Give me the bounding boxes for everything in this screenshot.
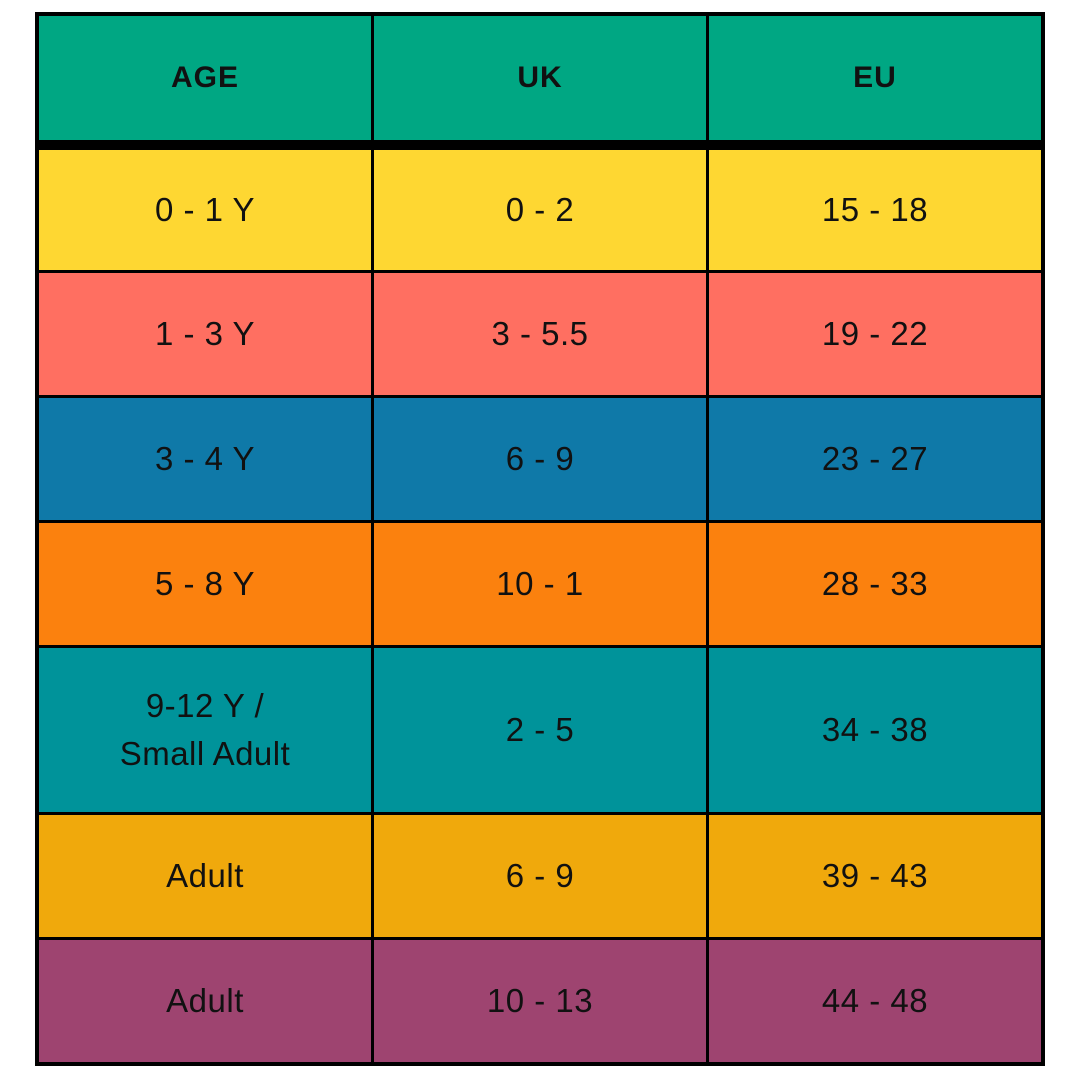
size-row-1-3y: 1 - 3 Y 3 - 5.5 19 - 22	[39, 270, 1041, 395]
uk-cell: 6 - 9	[374, 815, 709, 937]
uk-cell: 0 - 2	[374, 150, 709, 270]
size-row-5-8y: 5 - 8 Y 10 - 1 28 - 33	[39, 520, 1041, 645]
header-cell-eu: EU	[853, 61, 897, 95]
size-row-3-4y: 3 - 4 Y 6 - 9 23 - 27	[39, 395, 1041, 520]
uk-cell: 3 - 5.5	[374, 273, 709, 395]
size-row-adult-1: Adult 6 - 9 39 - 43	[39, 812, 1041, 937]
age-cell: 3 - 4 Y	[39, 398, 374, 520]
age-cell: 1 - 3 Y	[39, 273, 374, 395]
eu-cell: 34 - 38	[821, 711, 929, 749]
age-cell: 5 - 8 Y	[39, 523, 374, 645]
eu-cell: 28 - 33	[821, 565, 929, 603]
size-row-9-12y-small-adult: 9-12 Y / Small Adult 2 - 5 34 - 38	[39, 645, 1041, 812]
age-cell: 9-12 Y / Small Adult	[39, 648, 374, 812]
age-cell: Adult	[39, 815, 374, 937]
eu-cell: 23 - 27	[821, 440, 929, 478]
age-cell: 0 - 1 Y	[39, 150, 374, 270]
header-row: AGE UK EU	[39, 16, 1041, 150]
uk-cell: 6 - 9	[374, 398, 709, 520]
uk-cell: 10 - 13	[374, 940, 709, 1062]
header-cell-age: AGE	[39, 16, 374, 140]
size-row-adult-2: Adult 10 - 13 44 - 48	[39, 937, 1041, 1062]
eu-cell: 19 - 22	[821, 315, 929, 353]
eu-cell: 15 - 18	[821, 191, 929, 229]
size-chart-table: AGE UK EU 0 - 1 Y 0 - 2 15 - 18 1 - 3 Y …	[35, 12, 1045, 1066]
header-cell-uk: UK	[374, 16, 709, 140]
eu-cell: 44 - 48	[821, 982, 929, 1020]
size-row-0-1y: 0 - 1 Y 0 - 2 15 - 18	[39, 150, 1041, 270]
uk-cell: 2 - 5	[374, 648, 709, 812]
eu-cell: 39 - 43	[821, 857, 929, 895]
age-cell: Adult	[39, 940, 374, 1062]
uk-cell: 10 - 1	[374, 523, 709, 645]
